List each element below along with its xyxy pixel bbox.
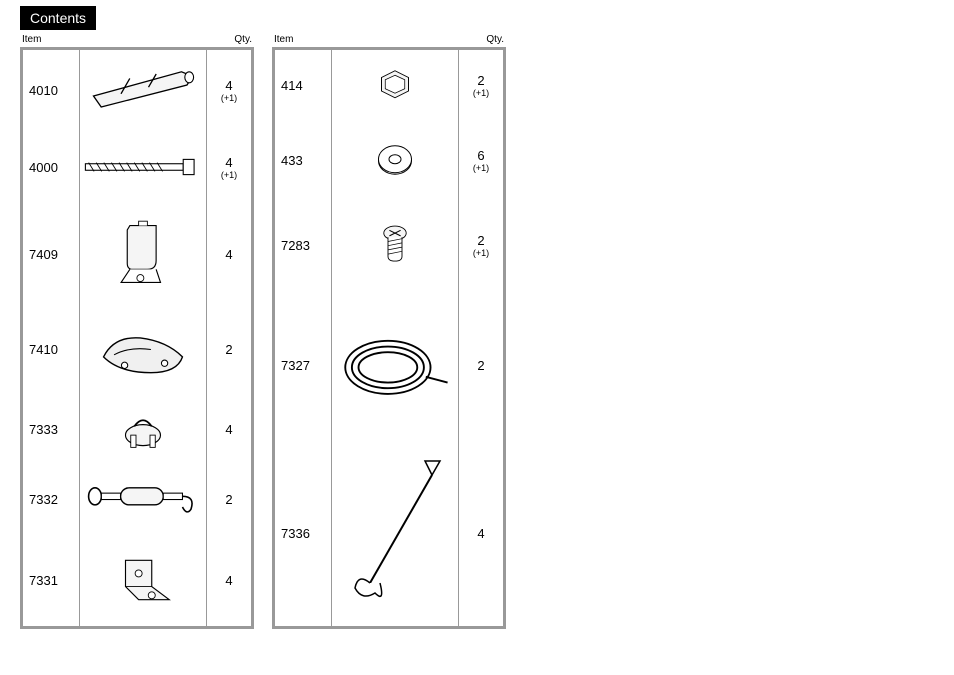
column-headers: Item Qty. (20, 34, 254, 47)
part-illustration (80, 464, 207, 534)
table-row: 7410 2 (23, 304, 251, 394)
cable-coil-icon (335, 320, 455, 410)
item-number: 7409 (23, 204, 80, 304)
turnbuckle-icon (83, 475, 203, 523)
quantity: 4(+1) (207, 130, 251, 204)
table-row: 4010 4(+1) (23, 50, 251, 130)
item-number: 7283 (275, 200, 332, 290)
table-row: 7283 2(+1) (275, 200, 503, 290)
l-bracket-icon (108, 545, 178, 615)
item-number: 414 (275, 50, 332, 120)
washer-icon (365, 136, 425, 184)
part-illustration (80, 204, 207, 304)
wall-plug-icon (88, 63, 198, 118)
quantity: 2 (207, 464, 251, 534)
item-number: 433 (275, 120, 332, 200)
table-row: 7333 4 (23, 394, 251, 464)
header-qty: Qty. (212, 34, 252, 45)
item-number: 7336 (275, 440, 332, 626)
cable-clip-icon (108, 404, 178, 454)
header-item: Item (274, 34, 324, 45)
item-number: 7327 (275, 290, 332, 440)
item-number: 7410 (23, 304, 80, 394)
parts-tables: ItemQty.40104(+1)40004(+1)74094741027333… (20, 34, 934, 629)
quantity: 2 (207, 304, 251, 394)
quantity: 4 (459, 440, 503, 626)
quantity: 6(+1) (459, 120, 503, 200)
quantity: 2(+1) (459, 200, 503, 290)
quantity: 2(+1) (459, 50, 503, 120)
quantity: 4 (207, 204, 251, 304)
part-illustration (80, 304, 207, 394)
bracket-a-icon (108, 214, 178, 294)
column-headers: Item Qty. (272, 34, 506, 47)
header-qty: Qty. (464, 34, 504, 45)
item-number: 7332 (23, 464, 80, 534)
table-row: 7336 4 (275, 440, 503, 626)
part-illustration (80, 534, 207, 626)
table-row: 414 2(+1) (275, 50, 503, 120)
quantity: 2 (459, 290, 503, 440)
quantity: 4(+1) (207, 50, 251, 130)
parts-table: 414 2(+1) 433 6(+1) 7283 2(+1) 7327 2 7336 4 (272, 47, 506, 629)
item-number: 4000 (23, 130, 80, 204)
table-row: 433 6(+1) (275, 120, 503, 200)
part-illustration (332, 200, 459, 290)
header-item: Item (22, 34, 72, 45)
clamp-icon (93, 314, 193, 384)
part-illustration (332, 120, 459, 200)
hex-nut-icon (365, 62, 425, 108)
part-illustration (80, 50, 207, 130)
table-row: 7409 4 (23, 204, 251, 304)
quantity: 4 (207, 534, 251, 626)
part-illustration (80, 130, 207, 204)
screw-icon (367, 218, 423, 272)
part-illustration (332, 290, 459, 440)
part-illustration (80, 394, 207, 464)
item-number: 4010 (23, 50, 80, 130)
quantity: 4 (207, 394, 251, 464)
contents-badge: Contents (20, 6, 96, 30)
table-row: 7327 2 (275, 290, 503, 440)
item-number: 7331 (23, 534, 80, 626)
parts-table: 40104(+1)40004(+1)7409474102733347332273… (20, 47, 254, 629)
table-row: 7331 4 (23, 534, 251, 626)
item-number: 7333 (23, 394, 80, 464)
table-row: 4000 4(+1) (23, 130, 251, 204)
lag-screw-icon (83, 142, 203, 192)
part-illustration (332, 50, 459, 120)
ground-anchor-icon (340, 453, 450, 613)
part-illustration (332, 440, 459, 626)
table-row: 7332 2 (23, 464, 251, 534)
